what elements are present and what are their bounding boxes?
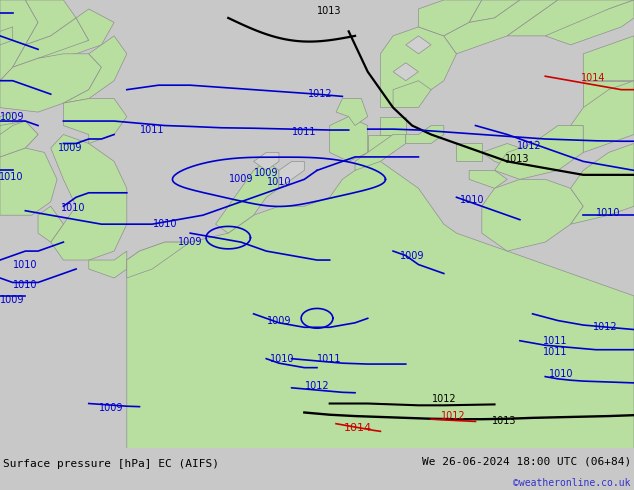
- Polygon shape: [444, 0, 558, 54]
- Polygon shape: [355, 135, 406, 171]
- Polygon shape: [63, 36, 127, 103]
- Text: We 26-06-2024 18:00 UTC (06+84): We 26-06-2024 18:00 UTC (06+84): [422, 457, 631, 466]
- Polygon shape: [495, 125, 583, 179]
- Polygon shape: [0, 112, 13, 135]
- Text: 1010: 1010: [267, 176, 291, 187]
- Text: 1011: 1011: [543, 347, 567, 357]
- Text: 1013: 1013: [505, 154, 529, 164]
- Text: 1009: 1009: [99, 403, 123, 413]
- Text: 1009: 1009: [178, 237, 202, 247]
- Polygon shape: [507, 0, 634, 36]
- Text: 1009: 1009: [1, 112, 25, 122]
- Polygon shape: [25, 0, 76, 45]
- Text: Surface pressure [hPa] EC (AIFS): Surface pressure [hPa] EC (AIFS): [3, 459, 219, 469]
- Polygon shape: [583, 36, 634, 81]
- Polygon shape: [127, 242, 190, 278]
- Text: 1009: 1009: [58, 143, 82, 153]
- Polygon shape: [38, 9, 114, 58]
- Polygon shape: [63, 98, 127, 144]
- Text: 1012: 1012: [441, 411, 465, 421]
- Text: 1010: 1010: [13, 260, 37, 270]
- Text: 1012: 1012: [593, 322, 618, 332]
- Polygon shape: [279, 161, 304, 188]
- Polygon shape: [254, 152, 279, 171]
- Polygon shape: [13, 18, 89, 67]
- Polygon shape: [482, 144, 533, 171]
- Text: 1010: 1010: [597, 208, 621, 218]
- Polygon shape: [583, 81, 634, 125]
- Polygon shape: [0, 121, 38, 148]
- Polygon shape: [380, 27, 456, 108]
- Polygon shape: [51, 135, 127, 260]
- Text: 1010: 1010: [549, 369, 573, 379]
- Text: 1010: 1010: [0, 172, 23, 182]
- Text: 1009: 1009: [229, 174, 253, 184]
- Polygon shape: [0, 27, 13, 45]
- Text: 1012: 1012: [517, 141, 541, 151]
- Polygon shape: [380, 117, 406, 135]
- Polygon shape: [368, 135, 393, 152]
- Polygon shape: [38, 206, 63, 242]
- Polygon shape: [330, 117, 368, 161]
- Text: 1011: 1011: [318, 354, 342, 364]
- Text: 1011: 1011: [140, 125, 164, 135]
- Polygon shape: [406, 125, 444, 144]
- Polygon shape: [545, 0, 634, 45]
- Polygon shape: [89, 251, 127, 278]
- Text: 1010: 1010: [270, 354, 294, 364]
- Text: 1011: 1011: [292, 127, 316, 137]
- Text: 1009: 1009: [1, 295, 25, 305]
- Text: 1014: 1014: [344, 423, 372, 433]
- Polygon shape: [418, 0, 482, 36]
- Text: 1012: 1012: [308, 89, 332, 99]
- Text: 1014: 1014: [581, 74, 605, 83]
- Polygon shape: [482, 179, 583, 251]
- Polygon shape: [469, 0, 520, 23]
- Text: 1010: 1010: [153, 219, 177, 229]
- Polygon shape: [393, 81, 431, 108]
- Text: 1010: 1010: [460, 195, 484, 204]
- Text: 1013: 1013: [318, 6, 342, 16]
- Polygon shape: [571, 81, 634, 152]
- Polygon shape: [393, 63, 418, 81]
- Polygon shape: [0, 54, 101, 112]
- Text: 1009: 1009: [267, 316, 291, 325]
- Polygon shape: [336, 98, 368, 125]
- Text: 1010: 1010: [61, 203, 85, 214]
- Text: 1009: 1009: [400, 250, 424, 261]
- Text: 1012: 1012: [305, 382, 329, 392]
- Polygon shape: [571, 144, 634, 224]
- Polygon shape: [127, 161, 634, 448]
- Polygon shape: [0, 121, 38, 157]
- Text: 1011: 1011: [543, 336, 567, 346]
- Text: 1013: 1013: [492, 416, 516, 426]
- Text: ©weatheronline.co.uk: ©weatheronline.co.uk: [514, 477, 631, 488]
- Polygon shape: [0, 0, 38, 81]
- Polygon shape: [406, 36, 431, 54]
- Polygon shape: [456, 144, 482, 161]
- Text: 1009: 1009: [254, 168, 278, 177]
- Text: 1012: 1012: [432, 394, 456, 404]
- Text: 1010: 1010: [13, 280, 37, 290]
- Polygon shape: [216, 161, 279, 233]
- Polygon shape: [469, 171, 507, 188]
- Polygon shape: [0, 148, 57, 215]
